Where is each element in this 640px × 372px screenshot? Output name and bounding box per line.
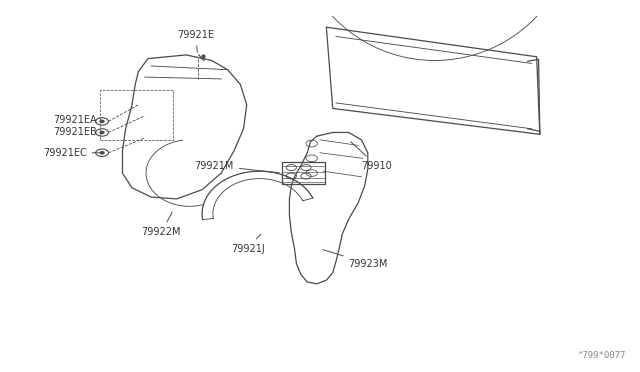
Text: 79921EB: 79921EB xyxy=(54,128,102,138)
Text: 79921EA: 79921EA xyxy=(54,115,102,125)
Text: 79921M: 79921M xyxy=(195,161,279,173)
Text: 79923M: 79923M xyxy=(323,250,388,269)
Circle shape xyxy=(100,152,104,154)
Circle shape xyxy=(100,131,104,134)
Circle shape xyxy=(100,120,104,122)
Text: 79921E: 79921E xyxy=(177,30,214,52)
Text: 79921EC: 79921EC xyxy=(43,148,99,158)
Text: 79910: 79910 xyxy=(351,142,392,171)
Text: ^799*0077: ^799*0077 xyxy=(577,350,626,359)
Text: 79922M: 79922M xyxy=(141,212,181,237)
Text: 79921J: 79921J xyxy=(231,234,264,254)
